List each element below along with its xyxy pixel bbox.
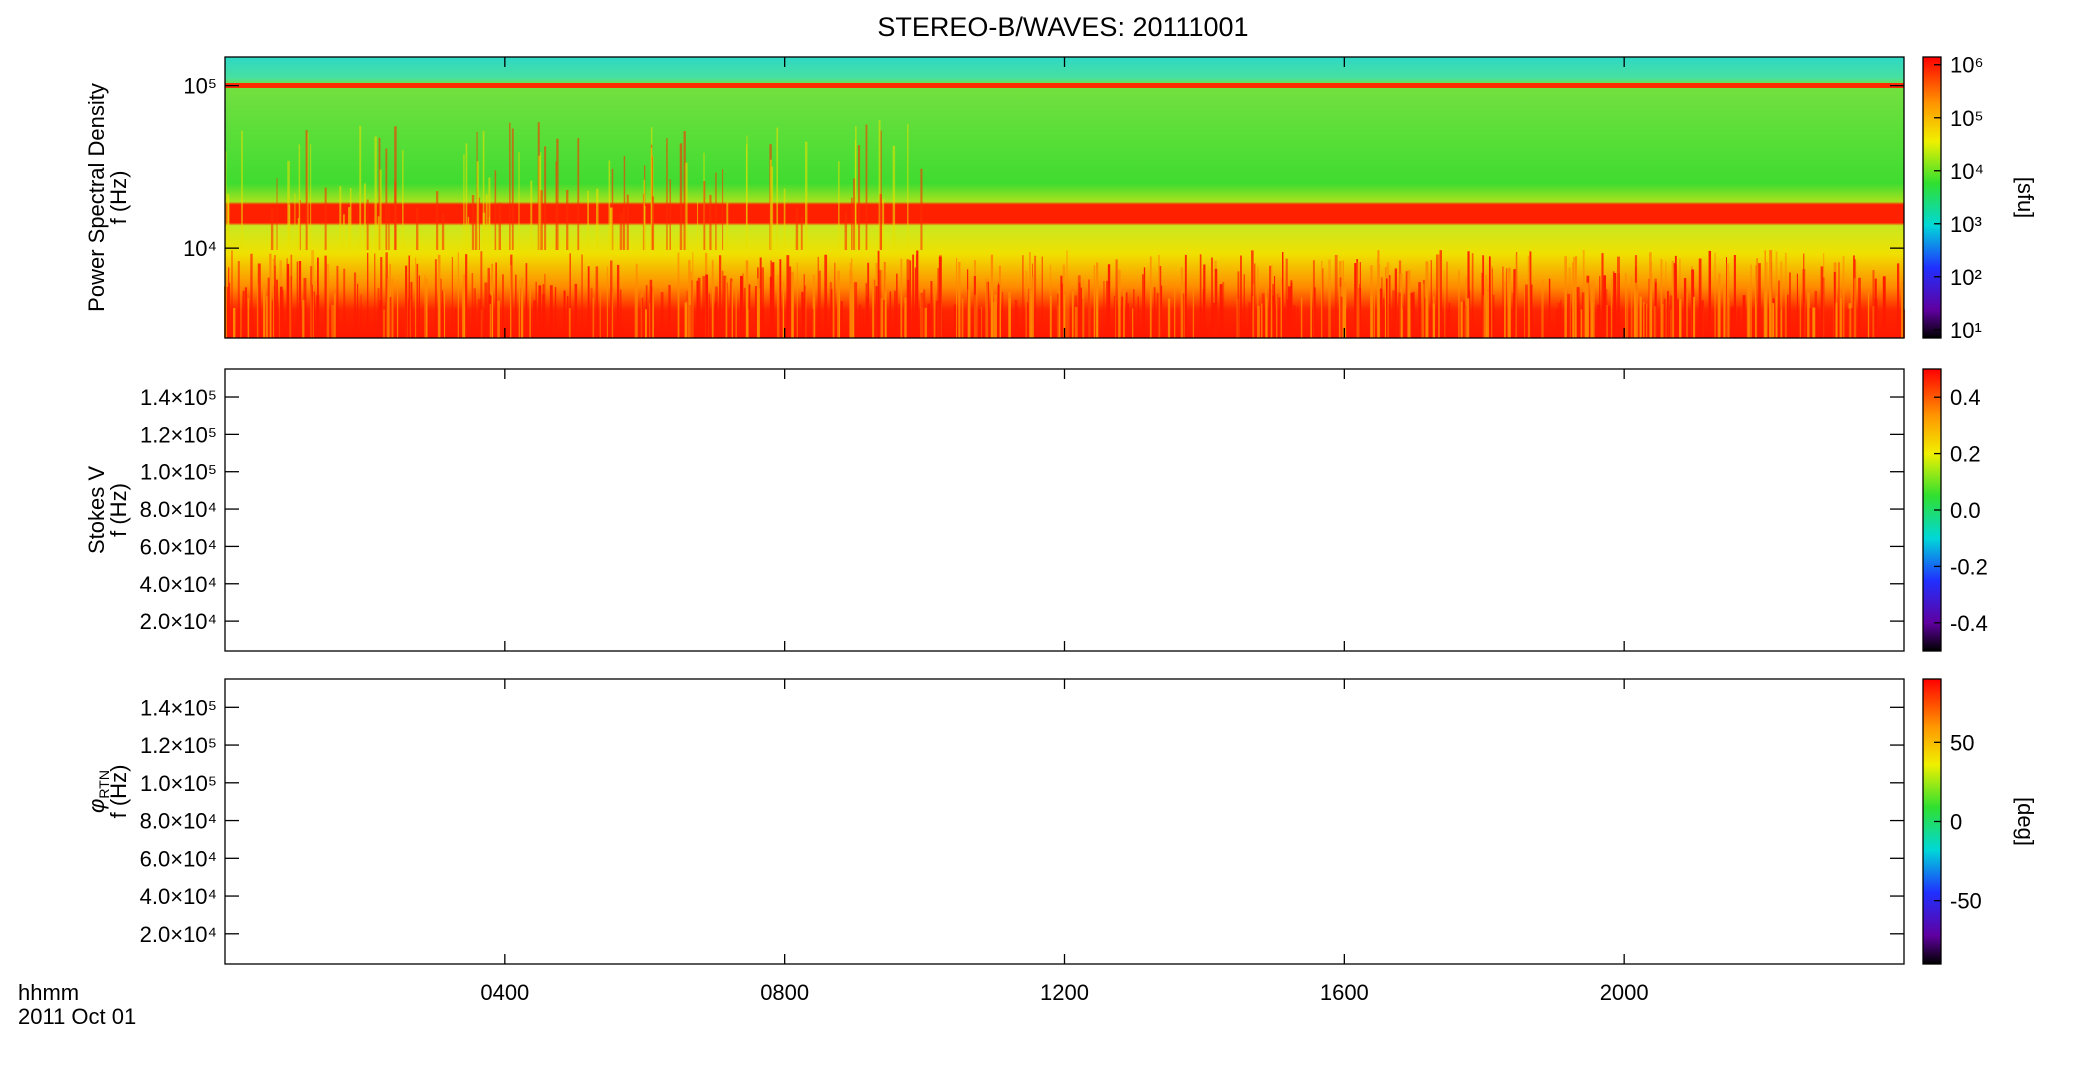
colorbar-label: [deg] <box>2013 797 2038 846</box>
spectrogram-line <box>225 83 1904 88</box>
colorbar-tick-label: 10⁵ <box>1950 106 1984 131</box>
y-axis-label: Stokes V <box>84 466 109 554</box>
y-axis-label: Power Spectral Density <box>84 83 109 312</box>
y-tick-label: 6.0×10⁴ <box>140 846 217 871</box>
y-tick-label: 1.4×10⁵ <box>140 695 217 720</box>
x-tick-label: 1200 <box>1040 980 1089 1005</box>
x-tick-label: 1600 <box>1320 980 1369 1005</box>
y-axis-label: f (Hz) <box>106 765 131 819</box>
y-tick-label: 4.0×10⁴ <box>140 884 217 909</box>
y-tick-label: 6.0×10⁴ <box>140 534 217 559</box>
y-tick-label: 1.4×10⁵ <box>140 385 217 410</box>
y-tick-label: 8.0×10⁴ <box>140 497 217 522</box>
date-label: 2011 Oct 01 <box>18 1004 136 1029</box>
y-tick-label: 8.0×10⁴ <box>140 809 217 834</box>
colorbar-tick-label: 10⁶ <box>1950 53 1984 78</box>
colorbar-tick-label: -50 <box>1950 889 1982 914</box>
colorbar-tick-label: -0.4 <box>1950 611 1988 636</box>
y-axis-label: f (Hz) <box>106 483 131 537</box>
x-tick-label: 2000 <box>1600 980 1649 1005</box>
y-axis-label: φRTN <box>84 770 112 813</box>
y-axis-label: f (Hz) <box>106 171 131 225</box>
colorbar-label: [sfu] <box>2013 177 2038 219</box>
y-tick-label: 10⁴ <box>183 236 217 261</box>
y-tick-label: 10⁵ <box>183 74 217 99</box>
y-tick-label: 1.0×10⁵ <box>140 771 217 796</box>
y-tick-label: 2.0×10⁴ <box>140 609 217 634</box>
colorbar-tick-label: 50 <box>1950 730 1974 755</box>
colorbar-tick-label: 10⁴ <box>1950 159 1984 184</box>
spectrogram-image <box>224 57 1905 338</box>
y-tick-label: 4.0×10⁴ <box>140 572 217 597</box>
colorbar-tick-label: 10¹ <box>1950 318 1982 343</box>
colorbar-tick-label: 0 <box>1950 810 1962 835</box>
y-axis-subscript: RTN <box>96 770 112 799</box>
y-tick-label: 1.2×10⁵ <box>140 422 217 447</box>
x-tick-label: 0400 <box>480 980 529 1005</box>
y-axis-symbol: φ <box>84 799 109 813</box>
colorbar-tick-label: 10² <box>1950 265 1982 290</box>
colorbar <box>1922 56 1942 339</box>
colorbar-tick-label: 0.2 <box>1950 442 1981 467</box>
colorbar-tick-label: 0.0 <box>1950 498 1981 523</box>
figure-title: STEREO-B/WAVES: 20111001 <box>877 12 1248 42</box>
y-tick-label: 1.2×10⁵ <box>140 733 217 758</box>
x-axis-label: hhmm <box>18 980 79 1005</box>
plot-frame <box>224 678 1905 965</box>
y-tick-label: 2.0×10⁴ <box>140 922 217 947</box>
y-tick-label: 1.0×10⁵ <box>140 460 217 485</box>
x-tick-label: 0800 <box>760 980 809 1005</box>
colorbar-tick-label: 10³ <box>1950 212 1982 237</box>
colorbar-tick-label: -0.2 <box>1950 554 1988 579</box>
colorbar-tick-label: 0.4 <box>1950 385 1981 410</box>
plot-frame <box>224 368 1905 652</box>
